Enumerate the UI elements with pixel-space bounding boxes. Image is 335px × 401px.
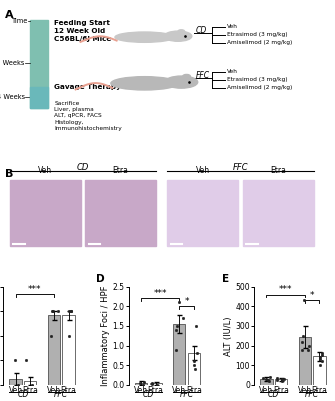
Bar	[243, 180, 314, 246]
Text: Amiselimod (2 mg/kg): Amiselimod (2 mg/kg)	[226, 85, 292, 90]
Y-axis label: Inflammatory Foci / HPF: Inflammatory Foci / HPF	[101, 286, 110, 386]
Text: CD: CD	[143, 390, 154, 399]
Bar	[24, 381, 37, 385]
Text: ***: ***	[153, 289, 167, 298]
Bar	[9, 379, 22, 385]
Text: Time: Time	[12, 18, 28, 24]
Text: A: A	[5, 10, 14, 20]
Circle shape	[165, 76, 198, 88]
Text: Gavage Therapy Start: Gavage Therapy Start	[54, 84, 144, 90]
Ellipse shape	[115, 32, 174, 43]
Y-axis label: ALT (IU/L): ALT (IU/L)	[224, 316, 232, 356]
Text: *: *	[310, 291, 314, 300]
Ellipse shape	[111, 77, 178, 90]
Bar	[48, 316, 60, 385]
Bar	[260, 379, 273, 385]
Text: FFC: FFC	[180, 390, 194, 399]
Text: *: *	[184, 297, 189, 306]
Text: CD: CD	[77, 162, 89, 172]
Text: CD: CD	[17, 390, 28, 399]
Text: Etra: Etra	[270, 166, 286, 175]
Text: FFC: FFC	[305, 390, 319, 399]
Bar	[188, 353, 200, 385]
Text: FFC: FFC	[54, 390, 68, 399]
Text: Veh: Veh	[226, 69, 238, 74]
Bar	[275, 379, 287, 385]
Bar	[29, 20, 48, 107]
Text: Sacrifice
Liver, plasma
ALT, qPCR, FACS
Histology,
Immunohistochemistry: Sacrifice Liver, plasma ALT, qPCR, FACS …	[54, 101, 122, 131]
Text: ***: ***	[28, 285, 42, 294]
Bar	[149, 383, 162, 385]
Text: CD: CD	[268, 390, 279, 399]
Text: Veh: Veh	[38, 166, 52, 175]
Text: Etrasimod (3 mg/kg): Etrasimod (3 mg/kg)	[226, 32, 287, 37]
Text: FFC: FFC	[195, 71, 209, 80]
Text: B: B	[5, 169, 13, 179]
Text: Feeding Start
12 Week Old
C56BL/6J Mice: Feeding Start 12 Week Old C56BL/6J Mice	[54, 20, 112, 42]
Bar	[135, 383, 147, 385]
Text: CD: CD	[195, 26, 207, 35]
Bar	[29, 87, 48, 107]
Text: FFC: FFC	[232, 162, 248, 172]
Bar	[10, 180, 80, 246]
Text: D: D	[96, 274, 105, 284]
Text: Etra: Etra	[113, 166, 129, 175]
Text: Etrasimod (3 mg/kg): Etrasimod (3 mg/kg)	[226, 77, 287, 83]
Bar	[298, 337, 311, 385]
Text: 4 Weeks: 4 Weeks	[0, 94, 25, 100]
Text: Amiselimod (2 mg/kg): Amiselimod (2 mg/kg)	[226, 40, 292, 45]
Circle shape	[164, 31, 192, 41]
Bar	[62, 316, 75, 385]
Ellipse shape	[183, 75, 190, 78]
Bar	[313, 356, 326, 385]
Text: 20 Weeks: 20 Weeks	[0, 60, 25, 66]
Text: Veh: Veh	[226, 24, 238, 29]
Text: Veh: Veh	[196, 166, 210, 175]
Bar	[85, 180, 156, 246]
Bar	[173, 324, 186, 385]
Text: E: E	[222, 274, 229, 284]
Bar	[168, 180, 238, 246]
Text: ***: ***	[279, 285, 292, 294]
Ellipse shape	[178, 30, 185, 33]
